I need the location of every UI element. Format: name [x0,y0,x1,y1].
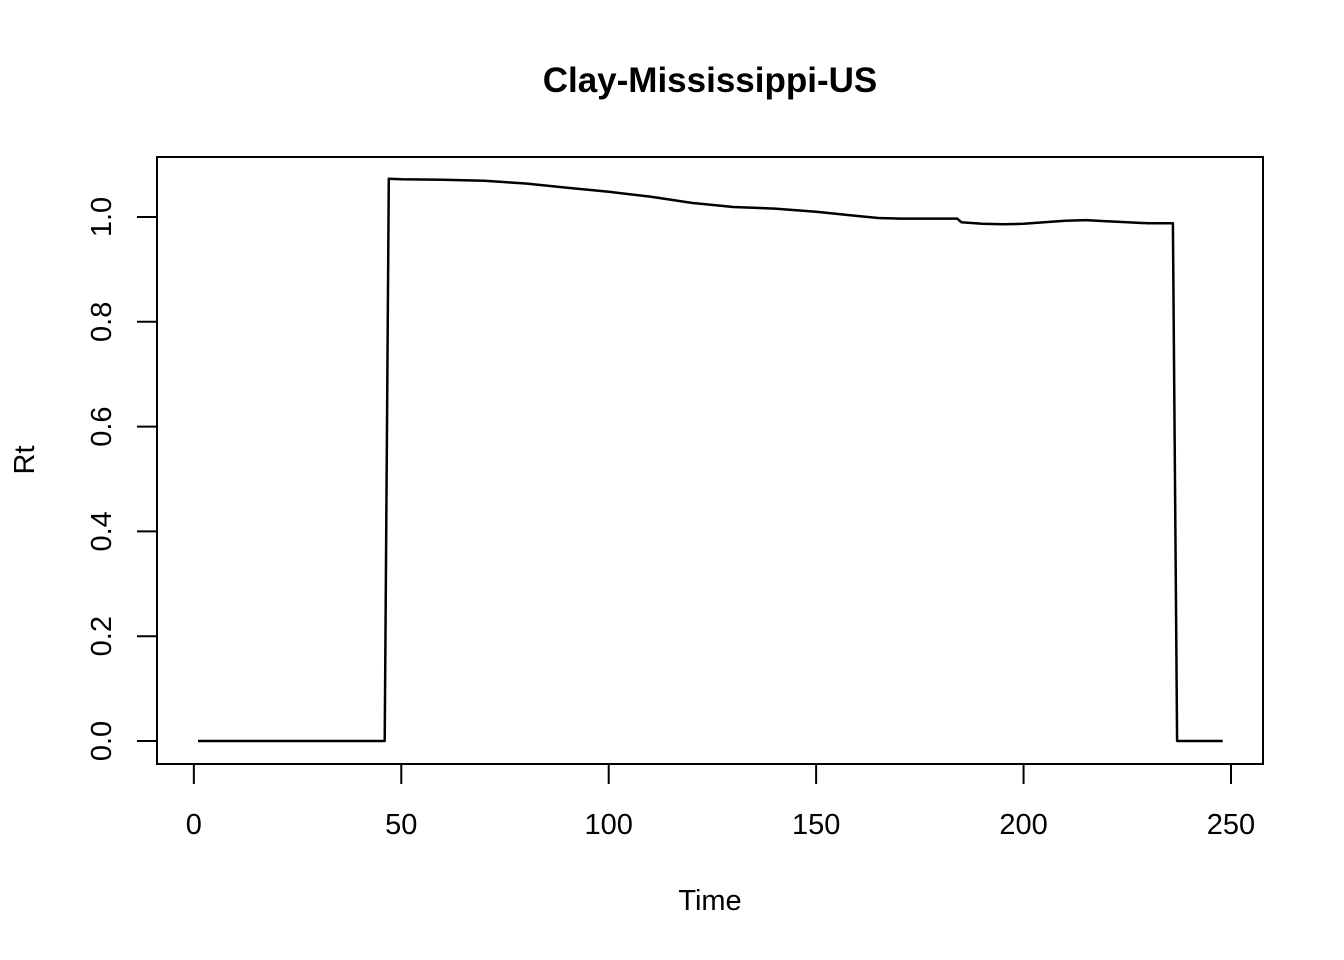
y-tick-label: 0.4 [86,511,118,551]
y-tick-label: 1.0 [86,197,118,237]
y-tick-label: 0.6 [86,406,118,446]
x-axis: 0 50 100 150 200 250 [186,763,1255,841]
x-tick-label: 50 [385,809,417,841]
y-tick-label: 0.8 [86,302,118,342]
x-tick-label: 150 [792,809,840,841]
rt-series-line [198,177,1223,743]
plot-frame [156,156,1264,765]
x-tick-label: 250 [1207,809,1255,841]
y-axis-label: Rt [9,446,41,475]
y-tick-label: 0.0 [86,721,118,761]
y-tick-label: 0.2 [86,616,118,656]
x-tick-label: 200 [999,809,1047,841]
y-axis: 0.0 0.2 0.4 0.6 0.8 1.0 [86,197,158,761]
chart-title: Clay-Mississippi-US [543,61,878,100]
x-tick-label: 100 [585,809,633,841]
x-tick-label: 0 [186,809,202,841]
x-axis-label: Time [678,885,741,917]
